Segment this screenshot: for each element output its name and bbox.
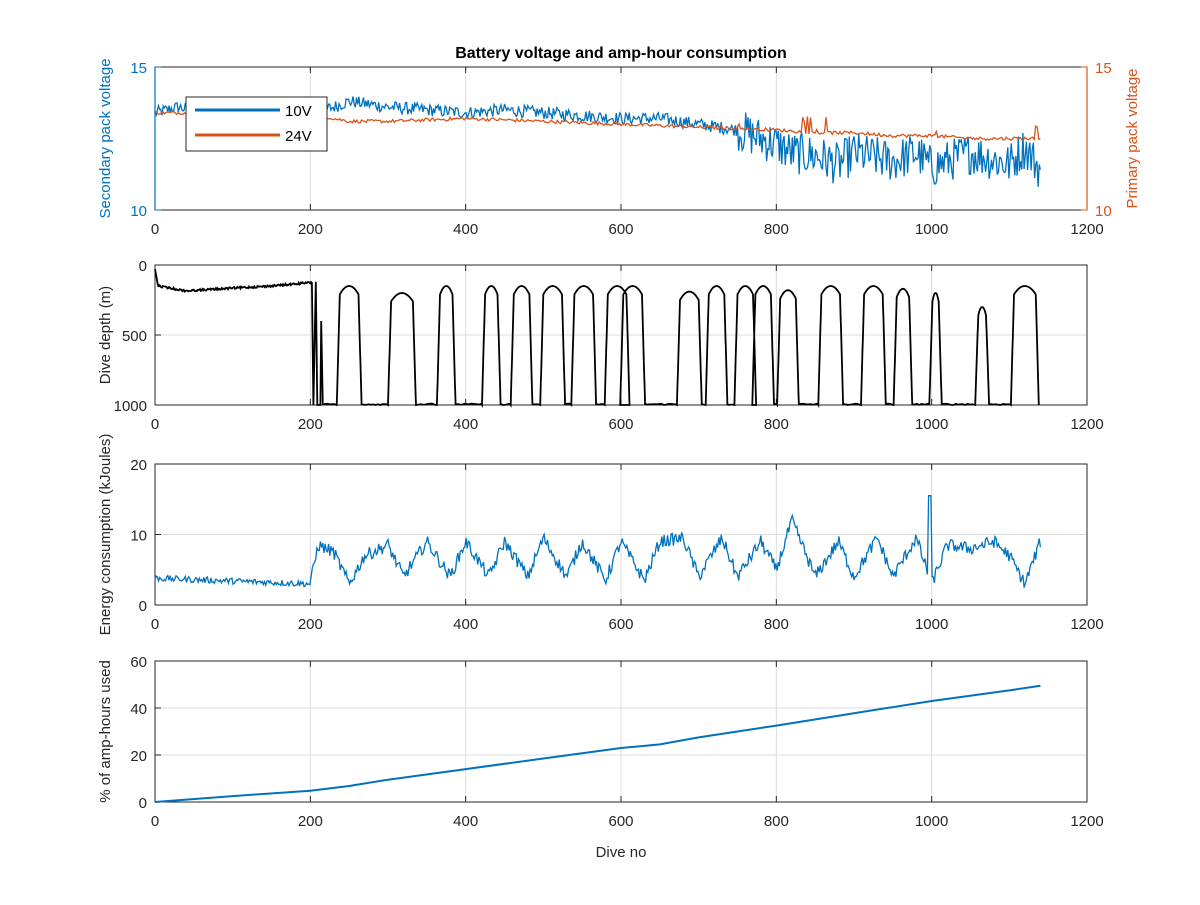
y-tick-label: 0	[139, 258, 147, 275]
x-tick-label: 400	[453, 616, 478, 633]
x-tick-label: 800	[764, 616, 789, 633]
x-tick-label: 0	[151, 813, 159, 830]
x-tick-label: 1200	[1070, 813, 1103, 830]
x-tick-label: 400	[453, 221, 478, 238]
x-tick-label: 600	[608, 813, 633, 830]
subplot-3: 0 200 400 600 800 1000 1200 0 10 20 Energy consump…	[97, 434, 1104, 636]
x-tick-label: 0	[151, 416, 159, 433]
y-tick-label: 60	[130, 654, 147, 671]
amp-hours-line	[154, 684, 1041, 803]
depth-line	[154, 269, 1040, 409]
x-tick-label: 1000	[915, 813, 948, 830]
x-tick-label: 1200	[1070, 616, 1103, 633]
x-tick-label: 0	[151, 221, 159, 238]
y-axis-label: % of amp-hours used	[97, 660, 114, 803]
x-tick-label: 1200	[1070, 221, 1103, 238]
y-tick-label: 1000	[114, 398, 147, 415]
legend-box	[185, 96, 328, 152]
y-axis-label: Secondary pack voltage	[97, 58, 114, 218]
x-tick-label: 600	[608, 416, 633, 433]
y-tick-label: 10	[130, 528, 147, 545]
subplot-4: 0 200 400 600 800 1000 1200 0 20 40 60 % of amp-hou…	[97, 654, 1104, 861]
x-tick-label: 200	[298, 416, 323, 433]
x-tick-label: 1000	[915, 221, 948, 238]
energy-line	[154, 495, 1042, 588]
y-tick-label: 10	[130, 203, 147, 220]
x-tick-label: 200	[298, 221, 323, 238]
y-tick-label: 20	[130, 457, 147, 474]
x-axis-label: Dive no	[596, 844, 647, 861]
x-tick-label: 600	[608, 616, 633, 633]
y-tick-label: 500	[122, 328, 147, 345]
y-tick-label: 0	[139, 598, 147, 615]
x-tick-label: 600	[608, 221, 633, 238]
x-tick-label: 1000	[915, 416, 948, 433]
y-tick-label: 15	[130, 60, 147, 77]
y-tick-label: 0	[139, 795, 147, 812]
x-tick-label: 400	[453, 813, 478, 830]
y-right-axis-label: Primary pack voltage	[1124, 68, 1141, 208]
x-tick-label: 1200	[1070, 416, 1103, 433]
y-tick-label: 20	[130, 748, 147, 765]
x-tick-label: 800	[764, 221, 789, 238]
x-tick-label: 200	[298, 813, 323, 830]
legend-label-24v: 24V	[285, 128, 312, 145]
y-tick-label: 40	[130, 701, 147, 718]
x-tick-label: 0	[151, 616, 159, 633]
y-right-tick-label: 15	[1095, 60, 1112, 77]
y-right-tick-label: 10	[1095, 203, 1112, 220]
y-axis-label: Energy consumption (kJoules)	[97, 434, 114, 636]
x-tick-label: 800	[764, 416, 789, 433]
y-axis-label: Dive depth (m)	[97, 286, 114, 384]
chart-title: Battery voltage and amp-hour consumption	[455, 45, 787, 62]
legend-label-10v: 10V	[285, 103, 312, 120]
x-tick-label: 1000	[915, 616, 948, 633]
x-tick-label: 200	[298, 616, 323, 633]
x-tick-label: 400	[453, 416, 478, 433]
x-tick-label: 800	[764, 813, 789, 830]
